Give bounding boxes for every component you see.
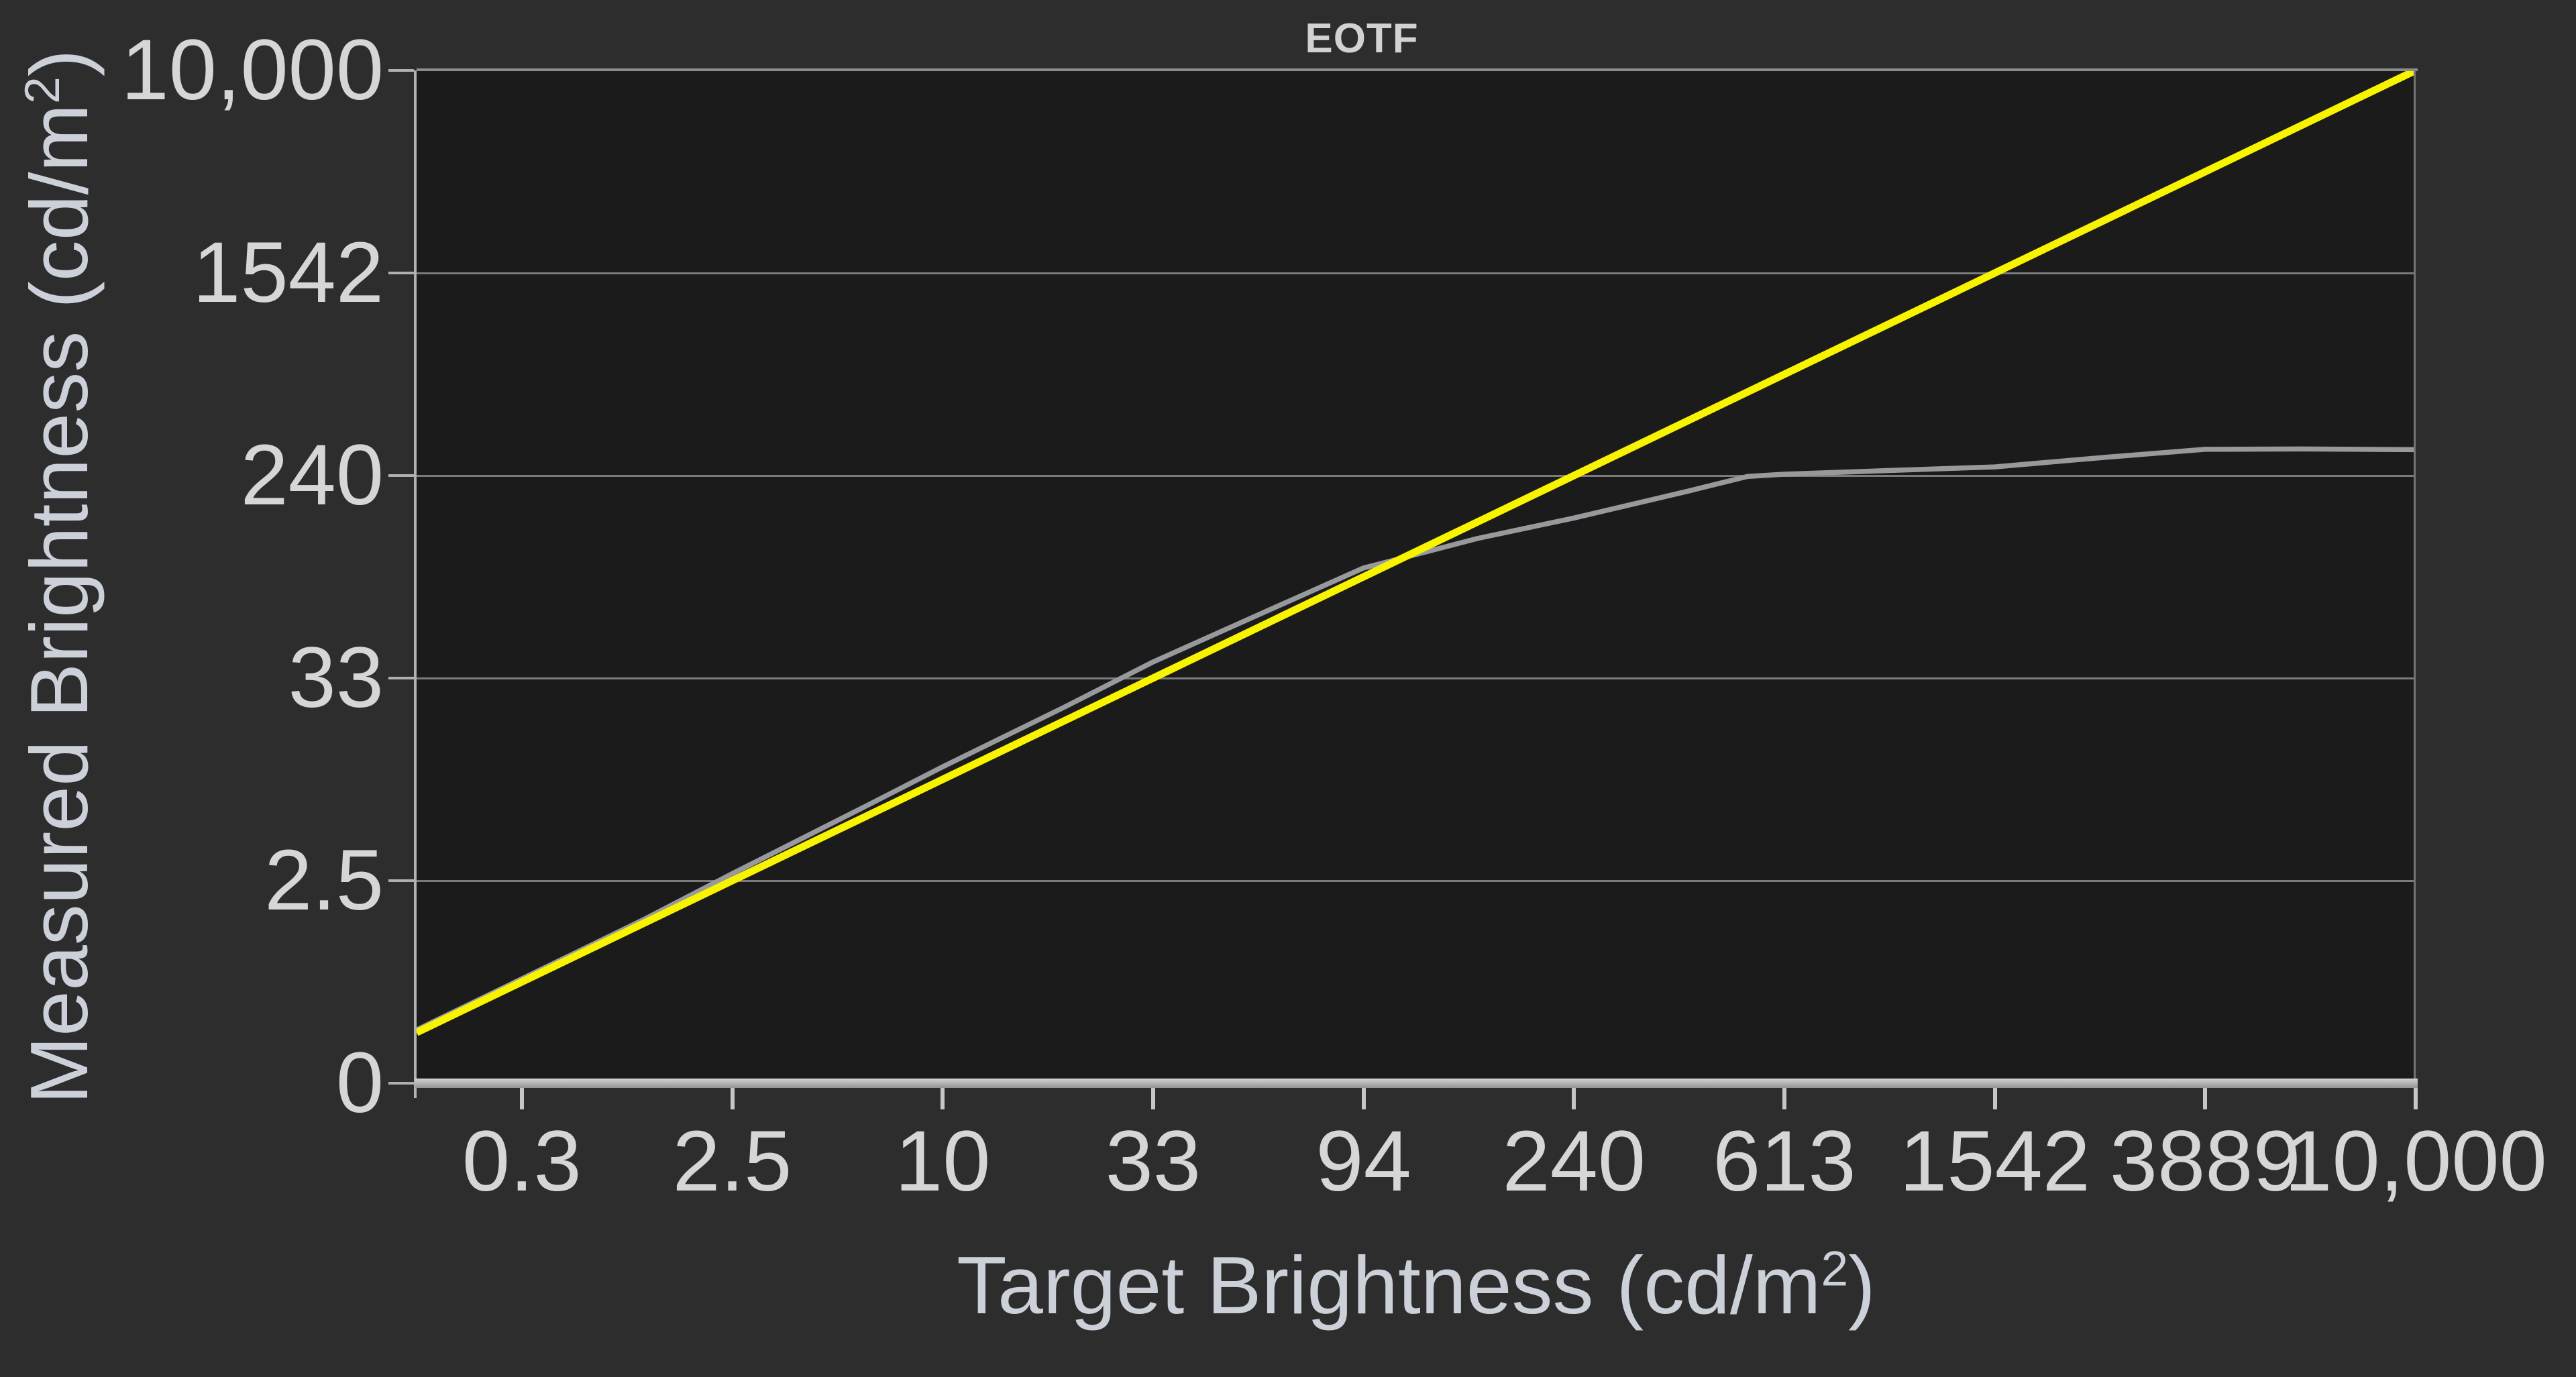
x-tick-label: 10: [895, 1113, 991, 1209]
x-tick-label: 2.5: [672, 1113, 792, 1209]
x-tick-mark: [941, 1088, 945, 1109]
x-axis-title: Target Brightness (cd/m2): [957, 1238, 1876, 1332]
x-tick-mark: [1782, 1088, 1786, 1109]
x-axis-title-superscript: 2: [1821, 1241, 1849, 1297]
x-axis-title-text: Target Brightness (cd/m: [957, 1240, 1821, 1331]
y-axis-line: [414, 70, 417, 1098]
plot-right-border: [2414, 70, 2416, 1083]
chart-title: EOTF: [1305, 15, 1419, 62]
x-tick-mark: [2203, 1088, 2208, 1109]
x-tick-mark: [730, 1088, 735, 1109]
y-axis-title-text: Measured Brightness (cd/m: [13, 103, 105, 1105]
x-tick-label: 3889: [2109, 1113, 2301, 1209]
x-tick-label: 613: [1713, 1113, 1856, 1209]
y-axis-title-superscript: 2: [15, 76, 70, 104]
curves-svg: [417, 70, 2416, 1083]
y-gridline: [417, 879, 2416, 882]
measured-curve: [417, 449, 2416, 1030]
y-axis-title-close: ): [13, 49, 105, 77]
y-gridline: [417, 677, 2416, 679]
y-axis-title: Measured Brightness (cd/m2): [12, 49, 106, 1104]
plot-area: [417, 70, 2416, 1083]
y-tick-label: 33: [288, 630, 384, 726]
y-gridline: [417, 272, 2416, 274]
x-tick-mark: [1361, 1088, 1366, 1109]
y-tick-label: 10,000: [121, 22, 384, 118]
y-tick-label: 1542: [193, 225, 384, 321]
y-tick-mark: [388, 474, 414, 477]
x-axis-line: [415, 1079, 2418, 1088]
plot-top-border: [417, 68, 2418, 71]
pq-reference-curve: [417, 70, 2416, 1032]
y-tick-mark: [388, 272, 414, 274]
x-tick-mark: [519, 1088, 524, 1109]
x-tick-label: 240: [1502, 1113, 1646, 1209]
y-tick-mark: [388, 1082, 414, 1085]
y-tick-label: 0: [335, 1035, 384, 1131]
x-axis-title-close: ): [1848, 1240, 1876, 1331]
x-tick-mark: [1150, 1088, 1155, 1109]
x-tick-mark: [1572, 1088, 1576, 1109]
x-tick-label: 0.3: [462, 1113, 582, 1209]
y-tick-mark: [388, 879, 414, 882]
x-tick-mark: [2414, 1088, 2418, 1109]
x-tick-label: 94: [1316, 1113, 1411, 1209]
x-tick-label: 33: [1105, 1113, 1201, 1209]
y-tick-label: 2.5: [264, 832, 384, 928]
y-gridline: [417, 474, 2416, 477]
y-tick-label: 240: [240, 427, 384, 523]
y-tick-mark: [388, 677, 414, 679]
x-tick-label: 10,000: [2284, 1113, 2547, 1209]
x-tick-label: 1542: [1899, 1113, 2090, 1209]
x-tick-mark: [1992, 1088, 1997, 1109]
y-tick-mark: [388, 69, 414, 72]
